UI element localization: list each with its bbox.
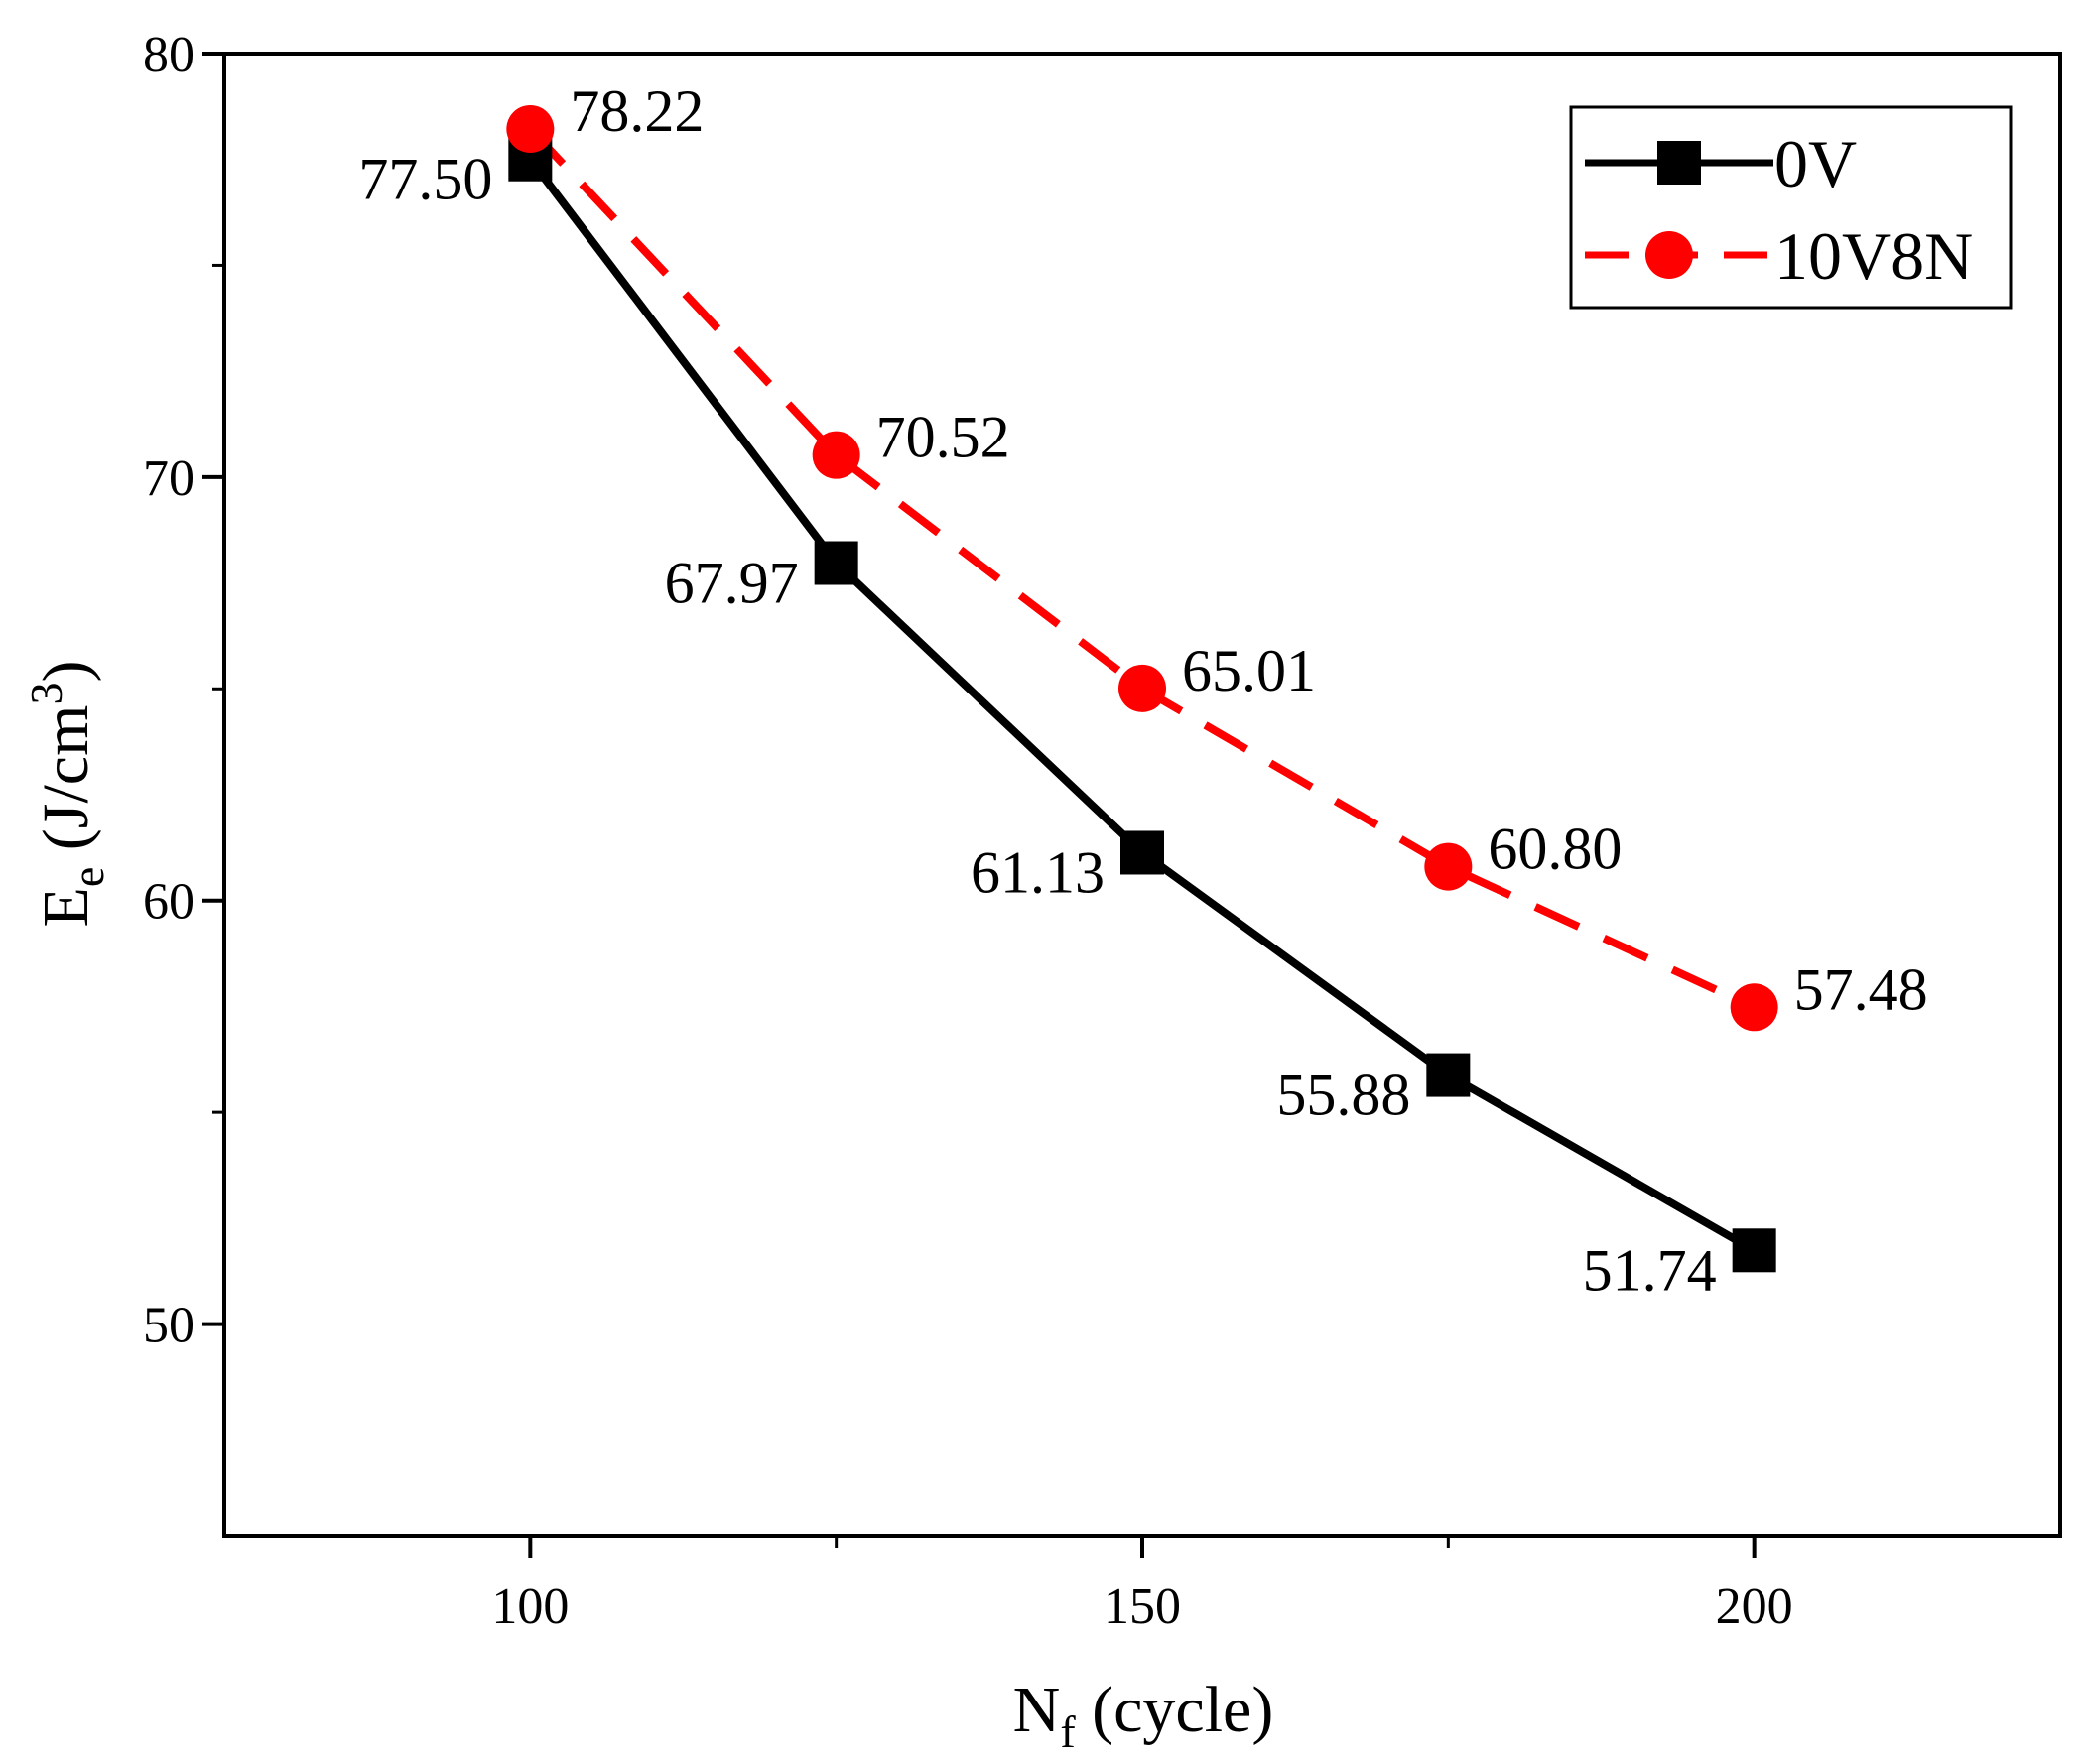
data-label-10v8n: 70.52: [876, 405, 1010, 470]
data-label-10v8n: 65.01: [1182, 638, 1316, 703]
legend-label-0v: 0V: [1774, 126, 1857, 201]
data-point-0v: [1732, 1228, 1776, 1273]
x-axis-title: Nf (cycle): [1013, 1674, 1274, 1757]
data-point-0v: [1426, 1053, 1471, 1097]
data-point-0v: [1120, 830, 1164, 875]
data-label-0v: 77.50: [358, 147, 492, 212]
data-point-10v8n: [1730, 983, 1778, 1032]
y-axis-title: Ee (J/cm3): [21, 661, 113, 928]
data-label-10v8n: 57.48: [1794, 956, 1928, 1022]
legend-box: [1569, 105, 2013, 310]
data-label-10v8n: 78.22: [570, 78, 704, 144]
x-axis-title-subscript: f: [1060, 1706, 1076, 1757]
data-point-10v8n: [506, 104, 555, 153]
data-point-0v: [814, 541, 858, 585]
legend-label-10v8n: 10V8N: [1774, 218, 1973, 294]
y-tick-label: 80: [143, 27, 195, 83]
data-label-0v: 67.97: [665, 551, 799, 616]
x-tick-label: 100: [491, 1578, 569, 1635]
legend-marker-0v: [1657, 141, 1701, 185]
x-tick-label: 200: [1716, 1578, 1793, 1635]
data-label-0v: 61.13: [971, 839, 1105, 905]
data-labels: 77.50 67.97 61.13 55.88 51.74 78.22 70.52 65.01…: [358, 78, 1927, 1303]
data-point-10v8n: [1424, 842, 1473, 891]
y-tick-label: 60: [143, 874, 195, 931]
axis-ticks: 100 150 200 50 60 70 80: [143, 27, 1793, 1635]
y-tick-label: 70: [143, 450, 195, 507]
data-point-10v8n: [1118, 664, 1166, 712]
y-axis-title-superscript: 3: [21, 683, 71, 705]
y-axis-title-subscript: e: [63, 867, 113, 887]
x-tick-label: 150: [1104, 1578, 1181, 1635]
data-label-0v: 51.74: [1583, 1237, 1717, 1303]
legend-marker-10v8n: [1645, 231, 1693, 279]
legend: 0V 10V8N: [1569, 105, 2013, 310]
data-point-10v8n: [812, 431, 860, 479]
y-tick-label: 50: [143, 1298, 195, 1354]
data-label-0v: 55.88: [1276, 1063, 1410, 1128]
data-label-10v8n: 60.80: [1488, 817, 1622, 882]
series-markers: [506, 104, 1778, 1273]
